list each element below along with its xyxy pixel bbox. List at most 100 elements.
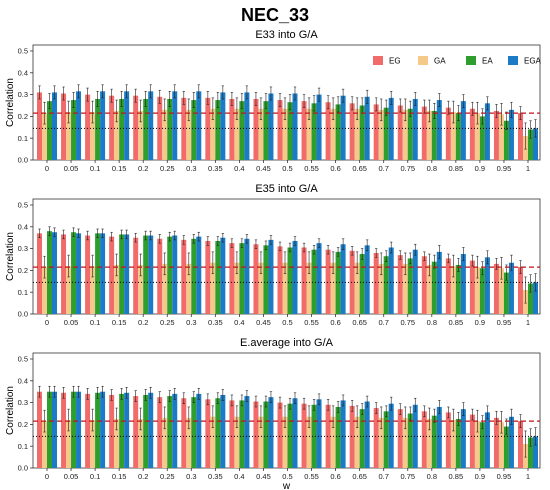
bar-EGA [148,392,154,468]
bar-EG [109,236,115,314]
y-tick-label: 0.2 [18,266,28,275]
y-axis-label: Correlation [5,232,16,281]
bar-GA [114,418,120,468]
bar-EG [229,400,235,468]
bar-EGA [124,392,130,468]
legend-label: GA [434,57,446,66]
bar-EGA [196,393,202,468]
bar-EG [325,102,331,160]
y-tick-label: 0.1 [18,442,28,451]
bar-EGA [460,101,466,160]
y-tick-label: 0.3 [18,398,28,407]
bar-EG [253,401,259,468]
bar-GA [474,267,480,314]
bar-EA [191,397,197,468]
y-tick-label: 0.1 [18,134,28,143]
x-tick-label: 0.6 [330,472,340,481]
x-tick-label: 0.05 [64,318,79,327]
x-tick-label: 0.45 [256,318,271,327]
x-tick-label: 0.8 [427,164,437,173]
bar-EGA [148,235,154,314]
y-tick-label: 0.0 [18,464,28,473]
panel-3: E.average into G/A 0.0 0.1 0.2 0.3 0.4 0.5 Corr… [5,337,541,490]
bar-EA [95,392,101,468]
x-tick-label: 1 [526,318,530,327]
bar-EGA [340,95,346,160]
y-tick-label: 0.5 [18,355,28,364]
bar-EG [277,100,283,160]
bar-GA [66,112,72,160]
bar-EA [431,415,437,468]
x-tick-label: 0.9 [475,472,485,481]
bar-EGA [508,109,514,160]
bar-EA [407,108,413,160]
bar-GA [402,263,408,314]
bar-EGA [460,254,466,314]
y-tick-label: 0.2 [18,420,28,429]
bar-GA [498,422,504,468]
bar-EGA [340,244,346,314]
bar-EA [47,391,52,468]
x-tick-label: 0.15 [112,318,127,327]
x-tick-label: 1 [526,164,530,173]
bar-EA [359,105,365,160]
bar-EG [85,94,91,160]
bar-EGA [220,92,226,160]
x-tick-label: 0.7 [378,472,388,481]
bar-EA [335,406,341,468]
bar-EGA [52,391,57,468]
x-tick-label: 0.95 [497,318,512,327]
bar-GA [378,417,384,468]
bar-EGA [508,262,514,314]
x-tick-label: 0.4 [234,472,244,481]
bar-GA [426,110,432,160]
bar-EA [503,120,509,160]
bar-EG [421,256,427,314]
x-tick-label: 0.6 [330,164,340,173]
x-tick-label: 0.25 [160,472,175,481]
x-tick-label: 0.25 [160,318,175,327]
bar-EG [349,103,355,160]
bar-EG [253,244,259,314]
x-tick-label: 0.9 [475,318,485,327]
bar-EG [421,411,427,468]
x-tick-label: 0.7 [378,318,388,327]
x-tick-label: 0.9 [475,164,485,173]
bar-EG [253,98,259,160]
bar-EA [311,103,317,160]
bar-EGA [412,98,418,160]
bar-GA [354,416,360,468]
bar-EG [301,247,307,314]
bar-GA [162,109,168,160]
bar-GA [42,113,47,160]
bar-EA [383,256,389,314]
bar-EGA [220,394,226,468]
bar-GA [162,263,168,314]
bar-EGA [148,91,154,160]
x-tick-label: 0.1 [90,164,100,173]
bar-EG [109,394,115,468]
bar-EG [181,239,187,314]
bar-GA [402,109,408,160]
bar-EG [349,405,355,468]
bar-EG [325,249,331,314]
bar-EA [119,393,125,468]
bar-EGA [196,91,202,160]
bar-EGA [533,436,538,468]
bar-EGA [412,404,418,468]
bar-EG [205,240,211,314]
bar-EG [181,398,187,468]
bar-EA [479,422,485,468]
bar-EGA [268,397,274,468]
legend-label: EGA [524,57,542,66]
bar-GA [210,262,216,314]
bar-EG [205,399,211,468]
bar-EA [263,245,269,314]
bar-GA [306,262,312,314]
y-tick-label: 0.4 [18,68,28,77]
bar-EG [518,267,523,314]
bar-EGA [436,251,442,314]
y-tick-label: 0.3 [18,244,28,253]
bar-EGA [436,406,442,468]
